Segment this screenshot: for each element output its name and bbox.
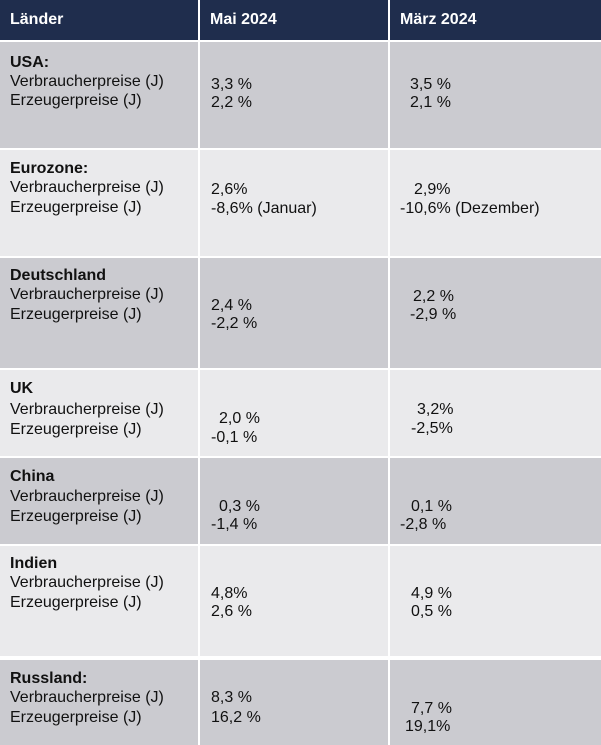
maerz-cpi-value: 4,9 % bbox=[411, 585, 452, 602]
mai-cell: 2,0 % -0,1 % bbox=[200, 370, 388, 456]
table-row-eurozone: Eurozone: Verbraucherpreise (J) Erzeuger… bbox=[0, 150, 601, 256]
mai-ppi-value: -0,1 % bbox=[211, 429, 258, 446]
cpi-label: Verbraucherpreise (J) bbox=[10, 574, 164, 591]
maerz-cpi-value: 0,1 % bbox=[411, 498, 452, 515]
maerz-cpi-value: 2,9% bbox=[414, 181, 451, 198]
mai-ppi-value: 2,6 % bbox=[211, 603, 252, 620]
maerz-cell: 3,2% -2,5% bbox=[390, 370, 601, 456]
country-name: Indien bbox=[10, 555, 58, 572]
header-maerz-2024: März 2024 bbox=[400, 11, 477, 28]
mai-cpi-value: 2,6% bbox=[211, 181, 248, 198]
ppi-label: Erzeugerpreise (J) bbox=[10, 594, 142, 611]
mai-ppi-value: -1,4 % bbox=[211, 516, 258, 533]
maerz-ppi-value: -2,8 % bbox=[400, 516, 447, 533]
mai-cpi-value: 4,8% bbox=[211, 585, 248, 602]
mai-cpi-value: 0,3 % bbox=[219, 498, 260, 515]
maerz-ppi-value: 0,5 % bbox=[411, 603, 452, 620]
mai-cpi-value: 2,0 % bbox=[219, 410, 260, 427]
maerz-ppi-value: -10,6% (Dezember) bbox=[400, 200, 540, 217]
maerz-ppi-value: -2,5% bbox=[411, 420, 453, 437]
mai-cell: 4,8% 2,6 % bbox=[200, 546, 388, 656]
mai-cpi-value: 8,3 % bbox=[211, 689, 252, 706]
cpi-label: Verbraucherpreise (J) bbox=[10, 286, 164, 303]
ppi-label: Erzeugerpreise (J) bbox=[10, 508, 142, 525]
country-name: Eurozone: bbox=[10, 160, 89, 177]
table-row-uk: UK Verbraucherpreise (J) Erzeugerpreise … bbox=[0, 370, 601, 456]
header-mai-2024: Mai 2024 bbox=[210, 11, 277, 28]
maerz-cpi-value: 7,7 % bbox=[411, 700, 452, 717]
maerz-cell: 0,1 % -2,8 % bbox=[390, 458, 601, 544]
cpi-label: Verbraucherpreise (J) bbox=[10, 689, 164, 706]
mai-cell: 2,6% -8,6% (Januar) bbox=[200, 150, 388, 256]
mai-ppi-value: -2,2 % bbox=[211, 315, 258, 332]
maerz-ppi-value: -2,9 % bbox=[410, 306, 457, 323]
mai-ppi-value: 2,2 % bbox=[211, 94, 252, 111]
maerz-cell: 3,5 % 2,1 % bbox=[390, 42, 601, 148]
maerz-cpi-value: 3,2% bbox=[417, 401, 454, 418]
maerz-cpi-value: 3,5 % bbox=[410, 76, 451, 93]
mai-cell: 2,4 % -2,2 % bbox=[200, 258, 388, 368]
ppi-label: Erzeugerpreise (J) bbox=[10, 92, 142, 109]
ppi-label: Erzeugerpreise (J) bbox=[10, 421, 142, 438]
mai-cpi-value: 2,4 % bbox=[211, 297, 252, 314]
cpi-label: Verbraucherpreise (J) bbox=[10, 73, 164, 90]
header-divider bbox=[388, 0, 390, 40]
table-row-deutschland: Deutschland Verbraucherpreise (J) Erzeug… bbox=[0, 258, 601, 368]
country-cell: Indien Verbraucherpreise (J) Erzeugerpre… bbox=[0, 546, 198, 656]
table-row-china: China Verbraucherpreise (J) Erzeugerprei… bbox=[0, 458, 601, 544]
country-cell: Eurozone: Verbraucherpreise (J) Erzeuger… bbox=[0, 150, 198, 256]
country-name: Russland: bbox=[10, 670, 88, 687]
maerz-cell: 2,2 % -2,9 % bbox=[390, 258, 601, 368]
country-name: China bbox=[10, 468, 55, 485]
maerz-cell: 7,7 % 19,1% bbox=[390, 660, 601, 745]
mai-cell: 3,3 % 2,2 % bbox=[200, 42, 388, 148]
cpi-label: Verbraucherpreise (J) bbox=[10, 179, 164, 196]
maerz-ppi-value: 2,1 % bbox=[410, 94, 451, 111]
country-name: Deutschland bbox=[10, 267, 107, 284]
table-row-indien: Indien Verbraucherpreise (J) Erzeugerpre… bbox=[0, 546, 601, 656]
ppi-label: Erzeugerpreise (J) bbox=[10, 199, 142, 216]
table-row-usa: USA: Verbraucherpreise (J) Erzeugerpreis… bbox=[0, 42, 601, 148]
cpi-label: Verbraucherpreise (J) bbox=[10, 488, 164, 505]
country-name: USA: bbox=[10, 54, 50, 71]
mai-cpi-value: 3,3 % bbox=[211, 76, 252, 93]
table-header: Länder Mai 2024 März 2024 bbox=[0, 0, 601, 40]
country-cell: UK Verbraucherpreise (J) Erzeugerpreise … bbox=[0, 370, 198, 456]
ppi-label: Erzeugerpreise (J) bbox=[10, 306, 142, 323]
country-cell: Deutschland Verbraucherpreise (J) Erzeug… bbox=[0, 258, 198, 368]
header-divider bbox=[198, 0, 200, 40]
mai-ppi-value: -8,6% (Januar) bbox=[211, 200, 317, 217]
country-cell: Russland: Verbraucherpreise (J) Erzeuger… bbox=[0, 660, 198, 745]
maerz-cell: 4,9 % 0,5 % bbox=[390, 546, 601, 656]
mai-ppi-value: 16,2 % bbox=[211, 709, 261, 726]
cpi-label: Verbraucherpreise (J) bbox=[10, 401, 164, 418]
country-name: UK bbox=[10, 380, 34, 397]
maerz-cpi-value: 2,2 % bbox=[413, 288, 454, 305]
mai-cell: 0,3 % -1,4 % bbox=[200, 458, 388, 544]
table-row-russland: Russland: Verbraucherpreise (J) Erzeuger… bbox=[0, 660, 601, 745]
ppi-label: Erzeugerpreise (J) bbox=[10, 709, 142, 726]
country-cell: China Verbraucherpreise (J) Erzeugerprei… bbox=[0, 458, 198, 544]
country-cell: USA: Verbraucherpreise (J) Erzeugerpreis… bbox=[0, 42, 198, 148]
header-laender: Länder bbox=[10, 11, 64, 28]
maerz-ppi-value: 19,1% bbox=[405, 718, 451, 735]
mai-cell: 8,3 % 16,2 % bbox=[200, 660, 388, 745]
maerz-cell: 2,9% -10,6% (Dezember) bbox=[390, 150, 601, 256]
